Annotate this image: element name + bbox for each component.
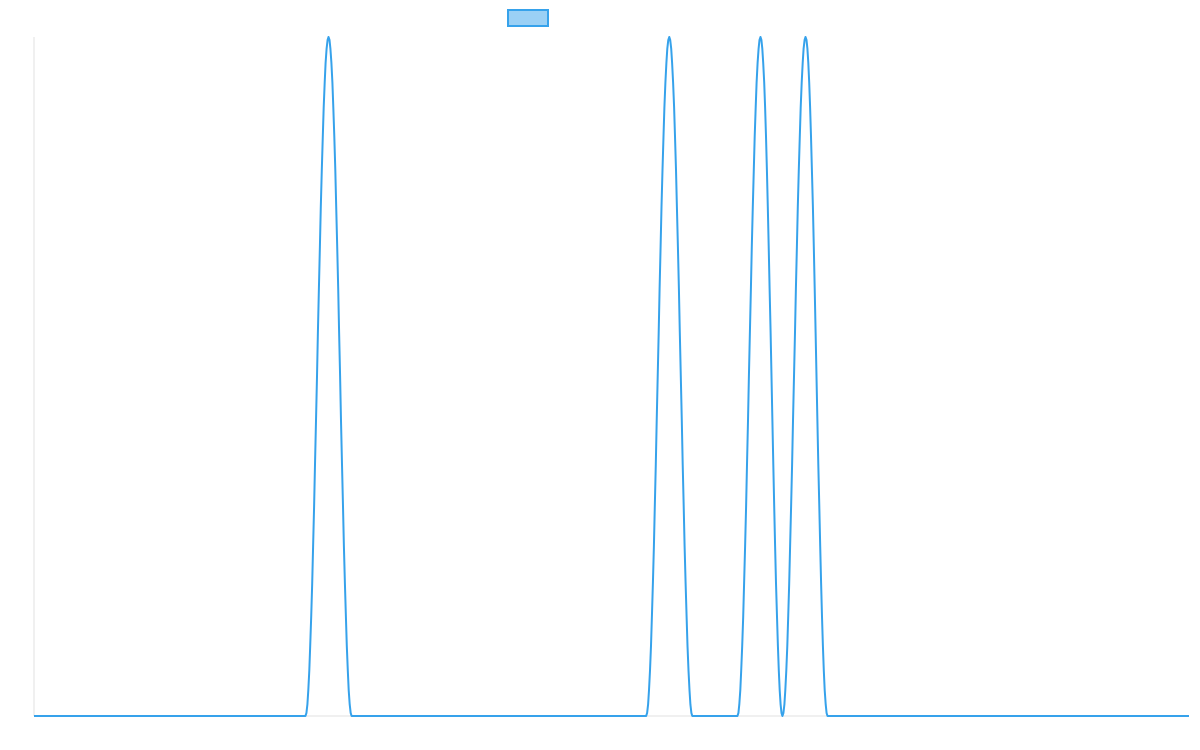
legend-swatch [507,9,549,27]
series-line [34,36,1189,717]
